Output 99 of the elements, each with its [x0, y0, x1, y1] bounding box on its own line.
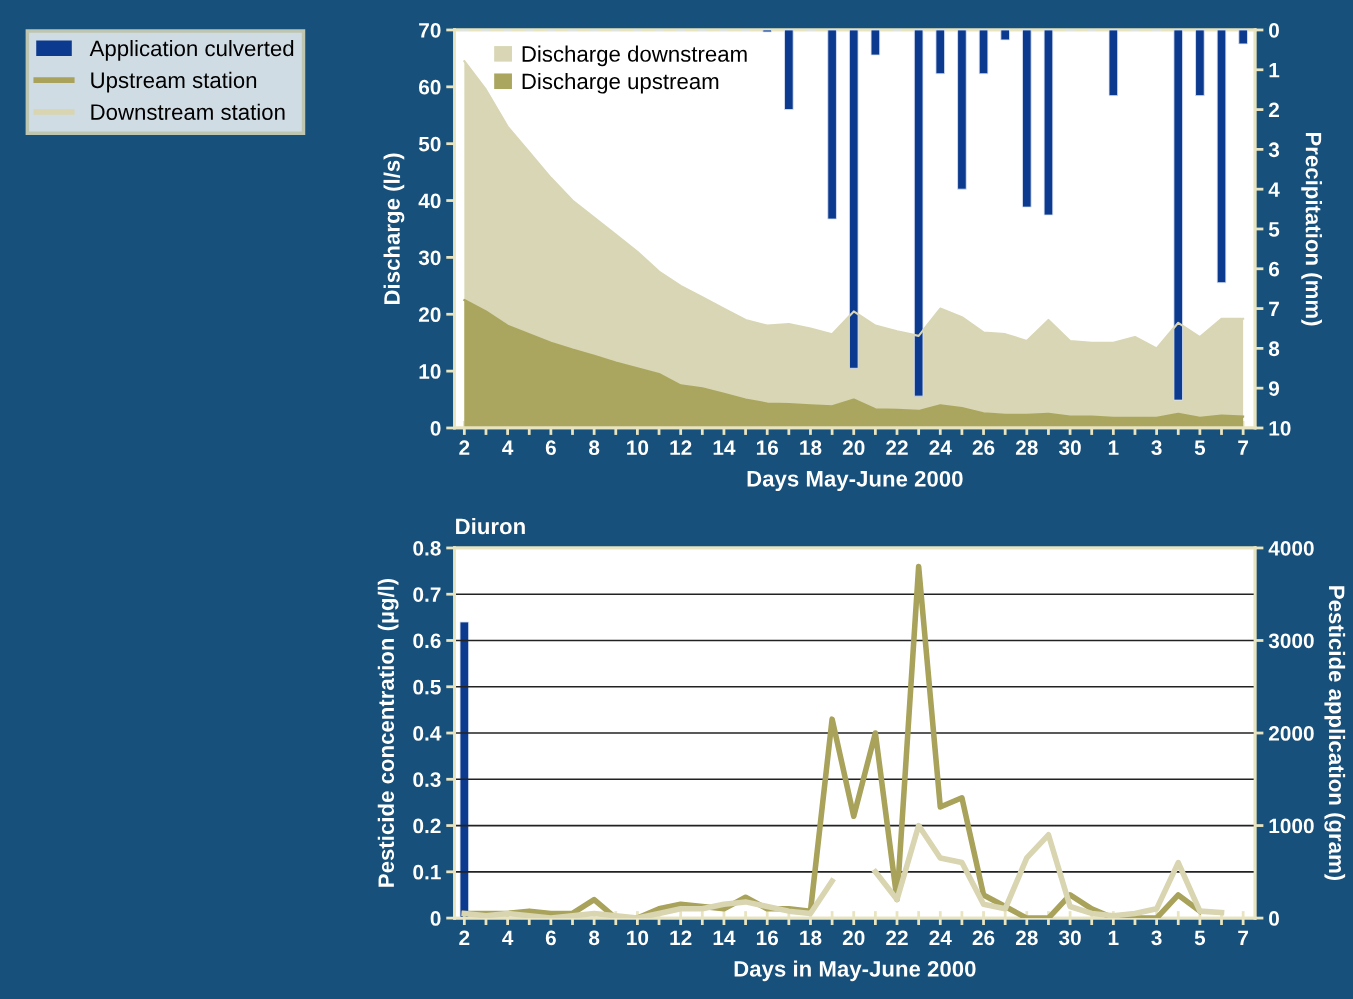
x-tick-label: 24	[929, 440, 952, 455]
bar	[1108, 29, 1119, 97]
bar	[1022, 29, 1032, 208]
x-tick-label: 10	[627, 440, 649, 456]
y-tick-label: 70	[419, 22, 441, 38]
y2-tick-label: 6	[1269, 261, 1280, 277]
y-tick-label: 10	[419, 364, 441, 379]
x-tick-label: 16	[756, 440, 779, 456]
bar	[849, 29, 859, 369]
x-tick-label: 4	[502, 440, 514, 455]
legend-label: Discharge downstream	[522, 45, 747, 67]
y-tick-label: 0.4	[413, 726, 442, 741]
y-tick-label: 0.7	[413, 587, 441, 602]
y2-tick-label: 5	[1268, 222, 1280, 237]
x-tick-label: 5	[1194, 930, 1206, 946]
x-tick-label: 1	[1108, 930, 1119, 945]
x-tick-label: 6	[545, 930, 556, 946]
y-tick-label: 40	[418, 193, 441, 209]
x-tick-label: 28	[1015, 440, 1038, 456]
y2-tick-label: 2	[1268, 102, 1279, 118]
y-tick-label: 0.8	[413, 540, 441, 556]
x-tick-label: 12	[670, 440, 692, 455]
y2-tick-label: 7	[1269, 301, 1279, 317]
x-tick-label: 2	[459, 440, 470, 455]
y-axis-title: Discharge (l/s)	[383, 153, 405, 305]
y-tick-label: 30	[418, 250, 441, 266]
y2-tick-label: 10	[1269, 420, 1291, 436]
x-tick-label: 30	[1058, 930, 1081, 946]
y2-tick-label: 9	[1268, 381, 1280, 396]
y-tick-label: 0.6	[413, 633, 441, 649]
x-tick-label: 24	[929, 930, 952, 945]
bar	[1000, 29, 1010, 41]
y-tick-label: 0.1	[413, 864, 441, 880]
bar	[957, 29, 967, 190]
y2-tick-label: 1000	[1269, 818, 1314, 834]
x-tick-label: 14	[713, 930, 736, 945]
y2-tick-label: 3000	[1268, 633, 1314, 649]
y2-axis-title: Pesticide application (gram)	[1324, 586, 1346, 881]
x-axis-title: Days in May-June 2000	[734, 960, 976, 982]
x-axis-title: Days May-June 2000	[747, 470, 963, 492]
x-tick-label: 26	[972, 930, 995, 946]
bar	[870, 29, 881, 56]
bar	[1043, 29, 1054, 216]
y2-tick-label: 2000	[1268, 726, 1314, 741]
legend-label: Downstream station	[91, 103, 285, 120]
legend-label: Upstream station	[91, 71, 257, 93]
x-tick-label: 2	[459, 930, 470, 945]
y2-tick-label: 0	[1269, 911, 1279, 926]
y2-tick-label: 4000	[1268, 540, 1314, 556]
y-tick-label: 0.2	[413, 818, 441, 834]
bar	[978, 29, 989, 75]
y-tick-label: 0	[430, 420, 441, 436]
x-tick-label: 20	[842, 930, 865, 946]
y2-tick-label: 4	[1268, 182, 1280, 197]
x-tick-label: 7	[1238, 440, 1249, 455]
y-tick-label: 0	[430, 911, 441, 926]
x-tick-label: 14	[713, 440, 736, 455]
legend-label: Discharge upstream	[522, 72, 719, 94]
chart-title: Diuron	[456, 517, 525, 535]
x-tick-label: 18	[800, 930, 822, 946]
x-tick-label: 5	[1194, 440, 1206, 456]
x-tick-label: 26	[972, 440, 995, 456]
x-tick-label: 3	[1151, 440, 1162, 456]
x-tick-label: 22	[886, 930, 908, 945]
x-tick-label: 30	[1058, 440, 1081, 456]
bar	[935, 29, 946, 75]
bar	[1216, 29, 1227, 284]
bar	[827, 29, 837, 220]
x-tick-label: 18	[800, 440, 822, 456]
y-axis-title: Pesticide concentration (µg/l)	[377, 578, 399, 887]
y2-tick-label: 0	[1269, 22, 1279, 38]
bar	[1195, 29, 1205, 97]
x-tick-label: 6	[545, 440, 556, 456]
y2-axis-title: Precipitation (mm)	[1301, 132, 1322, 326]
x-tick-label: 28	[1015, 930, 1038, 946]
y-tick-label: 50	[418, 136, 441, 152]
x-tick-label: 7	[1238, 930, 1249, 945]
bar	[784, 29, 794, 110]
x-tick-label: 3	[1151, 930, 1162, 946]
y2-tick-label: 1	[1269, 62, 1280, 78]
bar	[1173, 29, 1183, 401]
x-tick-label: 16	[756, 930, 779, 946]
x-tick-label: 10	[627, 930, 649, 946]
x-tick-label: 8	[589, 440, 600, 456]
bar	[1238, 29, 1248, 45]
x-tick-label: 12	[670, 930, 692, 945]
y2-tick-label: 8	[1268, 341, 1280, 357]
y-tick-label: 0.5	[413, 679, 441, 695]
x-tick-label: 1	[1108, 440, 1119, 455]
x-tick-label: 22	[886, 440, 908, 455]
y-tick-label: 20	[418, 307, 441, 323]
bar	[913, 29, 924, 397]
y-tick-label: 60	[419, 79, 441, 95]
legend-label: Application culverted	[89, 39, 294, 61]
x-tick-label: 20	[842, 440, 865, 456]
x-tick-label: 8	[589, 930, 600, 946]
y-tick-label: 0.3	[413, 772, 441, 788]
x-tick-label: 4	[502, 930, 514, 945]
y2-tick-label: 3	[1268, 142, 1280, 158]
